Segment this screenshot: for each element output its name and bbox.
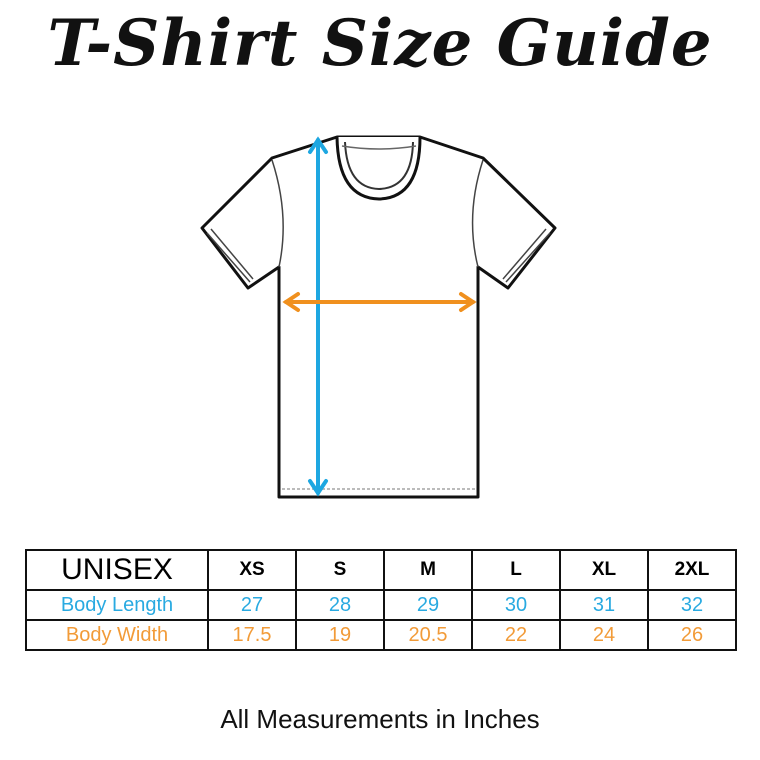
right-seam	[471, 159, 484, 268]
cell: 26	[647, 619, 737, 651]
cell: 24	[559, 619, 649, 651]
table-header-row: UNISEX XS S M L XL 2XL	[25, 549, 737, 591]
size-header: 2XL	[647, 549, 737, 591]
left-seam	[271, 159, 284, 268]
size-header: XL	[559, 549, 649, 591]
size-header: S	[295, 549, 385, 591]
cell: 22	[471, 619, 561, 651]
row-label: Body Width	[25, 619, 209, 651]
size-header: XS	[207, 549, 297, 591]
collar-band	[341, 145, 417, 150]
row-label: Body Length	[25, 589, 209, 621]
right-sleeve-hem	[502, 228, 551, 283]
page-title: T-Shirt Size Guide	[47, 6, 713, 81]
size-table: UNISEX XS S M L XL 2XL Body Length 27 28…	[25, 549, 737, 651]
unisex-header: UNISEX	[25, 549, 209, 591]
cell: 19	[295, 619, 385, 651]
body-width-arrow	[282, 292, 477, 312]
size-header: M	[383, 549, 473, 591]
cell: 29	[383, 589, 473, 621]
cell: 31	[559, 589, 649, 621]
collar-inner	[344, 141, 414, 191]
collar-outer	[335, 136, 422, 201]
table-row: Body Length 27 28 29 30 31 32	[25, 589, 737, 621]
size-header: L	[471, 549, 561, 591]
tshirt-outline	[200, 135, 557, 499]
table-row: Body Width 17.5 19 20.5 22 24 26	[25, 619, 737, 651]
cell: 30	[471, 589, 561, 621]
cell: 27	[207, 589, 297, 621]
cell: 17.5	[207, 619, 297, 651]
cell: 28	[295, 589, 385, 621]
body-length-arrow	[308, 136, 328, 497]
cell: 32	[647, 589, 737, 621]
measurement-note: All Measurements in Inches	[220, 704, 540, 734]
left-sleeve-hem	[206, 228, 254, 283]
cell: 20.5	[383, 619, 473, 651]
